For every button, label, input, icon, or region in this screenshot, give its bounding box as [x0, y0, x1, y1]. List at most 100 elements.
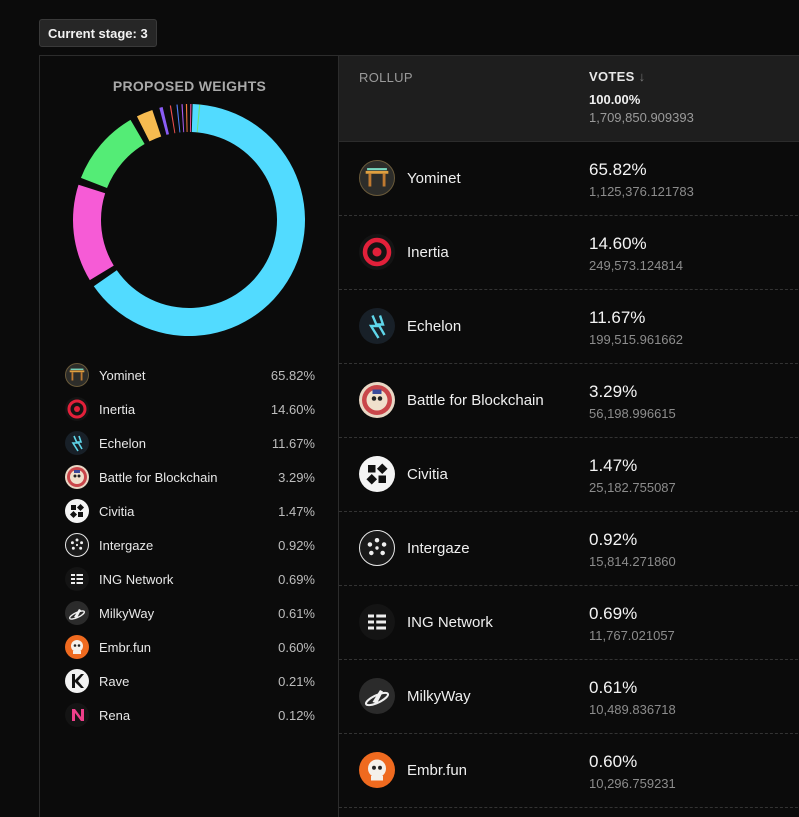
vote-percentage: 11.67% [589, 308, 646, 327]
legend-label: ING Network [99, 571, 174, 587]
proposed-weights-panel: PROPOSED WEIGHTS Yominet 65.82% Inertia 14.… [40, 56, 339, 817]
weights-donut-chart [72, 104, 305, 336]
rave-icon [65, 669, 89, 693]
legend-item-inertia[interactable]: Inertia 14.60% [65, 392, 315, 426]
legend-item-intergaze[interactable]: Intergaze 0.92% [65, 528, 315, 562]
donut-slice-embr-fun[interactable] [185, 104, 188, 133]
vote-percentage: 0.92% [589, 530, 638, 549]
legend-item-battle-for-blockchain[interactable]: Battle for Blockchain 3.29% [65, 460, 315, 494]
votes-column-header[interactable]: VOTES ↓ [589, 69, 645, 84]
table-row-ing-network[interactable]: ING Network 0.69% 11,767.021057 [339, 586, 799, 660]
legend-percentage: 1.47% [278, 503, 315, 519]
legend-percentage: 0.61% [278, 605, 315, 621]
rollup-name: Echelon [407, 318, 462, 335]
rollup-name: Embr.fun [407, 762, 468, 779]
legend-item-rena[interactable]: Rena 0.12% [65, 698, 315, 732]
legend-item-civitia[interactable]: Civitia 1.47% [65, 494, 315, 528]
table-row-yominet[interactable]: Yominet 65.82% 1,125,376.121783 [339, 142, 799, 216]
weights-container: PROPOSED WEIGHTS Yominet 65.82% Inertia 14.… [39, 55, 799, 817]
vote-percentage: 0.69% [589, 604, 638, 623]
rollup-column-header: ROLLUP [359, 70, 413, 85]
sort-arrow-icon[interactable]: ↓ [638, 69, 646, 84]
vote-percentage: 14.60% [589, 234, 647, 253]
legend-label: Rena [99, 707, 131, 723]
rollup-name: Battle for Blockchain [407, 392, 544, 409]
vote-percentage: 0.61% [589, 678, 638, 697]
votes-table: ROLLUP VOTES ↓ 100.00% 1,709,850.909393 Y… [339, 56, 799, 817]
rollup-name: Yominet [407, 170, 461, 187]
weights-legend: Yominet 65.82% Inertia 14.60% Echelon 11.67% B… [65, 358, 315, 732]
ing-network-icon [359, 604, 395, 640]
civitia-icon [359, 456, 395, 492]
legend-percentage: 65.82% [270, 367, 315, 383]
table-row-battle-for-blockchain[interactable]: Battle for Blockchain 3.29% 56,198.996615 [339, 364, 799, 438]
ing-network-icon [65, 567, 89, 591]
table-row-echelon[interactable]: Echelon 11.67% 199,515.961662 [339, 290, 799, 364]
vote-percentage: 1.47% [589, 456, 638, 475]
donut-slice-civitia[interactable] [159, 107, 169, 135]
milkyway-icon [65, 601, 89, 625]
legend-item-embr-fun[interactable]: Embr.fun 0.60% [65, 630, 315, 664]
donut-slice-rena[interactable] [196, 104, 201, 133]
table-body: Yominet 65.82% 1,125,376.121783 Inertia 14.6… [339, 142, 799, 808]
donut-slice-rave[interactable] [189, 104, 192, 133]
donut-slice-echelon[interactable] [80, 119, 145, 189]
rena-icon [65, 703, 89, 727]
table-header: ROLLUP VOTES ↓ 100.00% 1,709,850.909393 [339, 56, 799, 142]
legend-label: MilkyWay [99, 605, 155, 621]
table-row-intergaze[interactable]: Intergaze 0.92% 15,814.271860 [339, 512, 799, 586]
echelon-icon [65, 431, 89, 455]
current-stage-badge: Current stage: 3 [39, 19, 157, 47]
legend-percentage: 0.21% [278, 673, 315, 689]
yominet-icon [359, 160, 395, 196]
legend-label: Inertia [99, 401, 136, 417]
legend-label: Battle for Blockchain [99, 469, 218, 485]
donut-slice-battle-for-blockchain[interactable] [136, 109, 162, 142]
vote-count: 10,489.836718 [589, 702, 676, 717]
legend-item-echelon[interactable]: Echelon 11.67% [65, 426, 315, 460]
vote-percentage: 0.60% [589, 752, 638, 771]
yominet-icon [65, 363, 89, 387]
rollup-name: Intergaze [407, 540, 470, 557]
legend-percentage: 3.29% [278, 469, 315, 485]
table-row-inertia[interactable]: Inertia 14.60% 249,573.124814 [339, 216, 799, 290]
legend-item-milkyway[interactable]: MilkyWay 0.61% [65, 596, 315, 630]
intergaze-icon [359, 530, 395, 566]
legend-percentage: 0.12% [278, 707, 315, 723]
donut-slice-intergaze[interactable] [169, 105, 176, 134]
vote-percentage: 65.82% [589, 160, 647, 179]
milkyway-icon [359, 678, 395, 714]
votes-header-label: VOTES [589, 69, 635, 84]
inertia-icon [359, 234, 395, 270]
vote-count: 11,767.021057 [589, 628, 675, 643]
vote-count: 199,515.961662 [589, 332, 683, 347]
table-row-embr-fun[interactable]: Embr.fun 0.60% 10,296.759231 [339, 734, 799, 808]
donut-slice-milkyway[interactable] [181, 104, 185, 133]
battle-icon [359, 382, 395, 418]
echelon-icon [359, 308, 395, 344]
table-row-civitia[interactable]: Civitia 1.47% 25,182.755087 [339, 438, 799, 512]
embr-icon [65, 635, 89, 659]
embr-icon [359, 752, 395, 788]
rollup-name: MilkyWay [407, 688, 471, 705]
legend-item-rave[interactable]: Rave 0.21% [65, 664, 315, 698]
legend-label: Intergaze [99, 537, 154, 553]
rollup-name: Inertia [407, 244, 449, 261]
vote-count: 1,125,376.121783 [589, 184, 694, 199]
rollup-name: ING Network [407, 614, 493, 631]
legend-percentage: 0.92% [278, 537, 315, 553]
table-row-milkyway[interactable]: MilkyWay 0.61% 10,489.836718 [339, 660, 799, 734]
donut-slice-ing-network[interactable] [176, 104, 181, 133]
vote-percentage: 3.29% [589, 382, 638, 401]
legend-item-ing-network[interactable]: ING Network 0.69% [65, 562, 315, 596]
vote-count: 56,198.996615 [589, 406, 676, 421]
vote-count: 10,296.759231 [589, 776, 676, 791]
total-percentage: 100.00% [589, 92, 641, 107]
panel-title: PROPOSED WEIGHTS [112, 78, 267, 94]
inertia-icon [65, 397, 89, 421]
legend-label: Embr.fun [99, 639, 152, 655]
legend-percentage: 14.60% [270, 401, 315, 417]
legend-label: Rave [99, 673, 130, 689]
legend-item-yominet[interactable]: Yominet 65.82% [65, 358, 315, 392]
donut-slice-inertia[interactable] [72, 184, 114, 281]
